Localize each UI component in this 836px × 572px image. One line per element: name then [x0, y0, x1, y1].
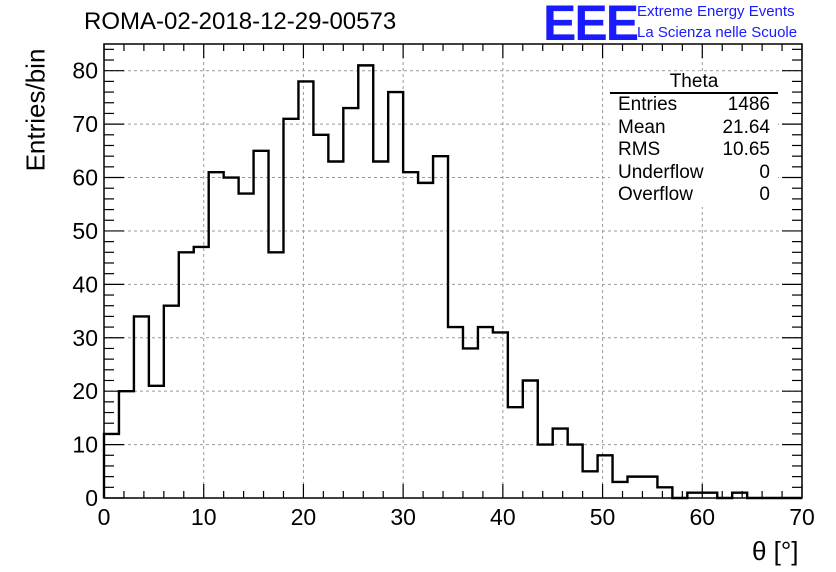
plot-frame	[103, 43, 803, 499]
x-tick-label: 30	[390, 504, 416, 530]
x-tick-label: 40	[490, 504, 516, 530]
y-tick-label: 0	[85, 485, 98, 511]
y-tick-label: 80	[72, 58, 98, 84]
x-tick-label: 0	[98, 504, 111, 530]
axis-ticks	[103, 44, 803, 499]
stats-label: RMS	[618, 139, 661, 160]
stats-label: Underflow	[618, 161, 704, 183]
grid-lines	[104, 44, 802, 498]
y-tick-label: 60	[72, 165, 98, 191]
stats-value: 0	[759, 184, 770, 205]
stats-label: Mean	[618, 116, 666, 138]
stats-value: 1486	[727, 94, 770, 115]
stats-row-underflow: Underflow 0	[610, 162, 778, 185]
eee-logo: EEE	[543, 0, 639, 51]
x-tick-label: 70	[789, 504, 815, 530]
y-tick-label: 30	[72, 325, 98, 351]
y-tick-label: 70	[72, 111, 98, 137]
stats-box: Theta Entries 1486 Mean 21.64 RMS 10.65 …	[610, 72, 778, 207]
x-axis-label: θ [°]	[752, 536, 799, 566]
y-tick-label: 50	[72, 218, 98, 244]
x-tick-label: 50	[590, 504, 616, 530]
chart-title: ROMA-02-2018-12-29-00573	[84, 8, 397, 35]
stats-title: Theta	[610, 72, 778, 94]
y-tick-label: 20	[72, 378, 98, 404]
x-tick-label: 20	[291, 504, 317, 530]
y-tick-label: 40	[72, 271, 98, 297]
stats-value: 10.65	[722, 139, 770, 160]
y-axis-label: Entries/bin	[20, 48, 51, 172]
stats-value: 0	[759, 161, 770, 183]
y-tick-label: 10	[72, 432, 98, 458]
stats-label: Entries	[618, 94, 678, 115]
stats-row-entries: Entries 1486	[610, 94, 778, 117]
logo-line-1: Extreme Energy Events	[637, 3, 795, 20]
stats-label: Overflow	[618, 184, 693, 205]
histogram-outline	[102, 64, 802, 500]
stats-row-overflow: Overflow 0	[610, 184, 778, 207]
stats-value: 21.64	[722, 116, 770, 138]
tick-labels: 0 10 20 30 40 50 60 70 80 0 10 20 30 40 50 60 70	[72, 58, 814, 530]
x-tick-label: 10	[191, 504, 217, 530]
stats-row-rms: RMS 10.65	[610, 139, 778, 162]
x-tick-label: 60	[689, 504, 715, 530]
logo-line-2: La Scienza nelle Scuole	[637, 24, 798, 41]
stats-row-mean: Mean 21.64	[610, 117, 778, 140]
